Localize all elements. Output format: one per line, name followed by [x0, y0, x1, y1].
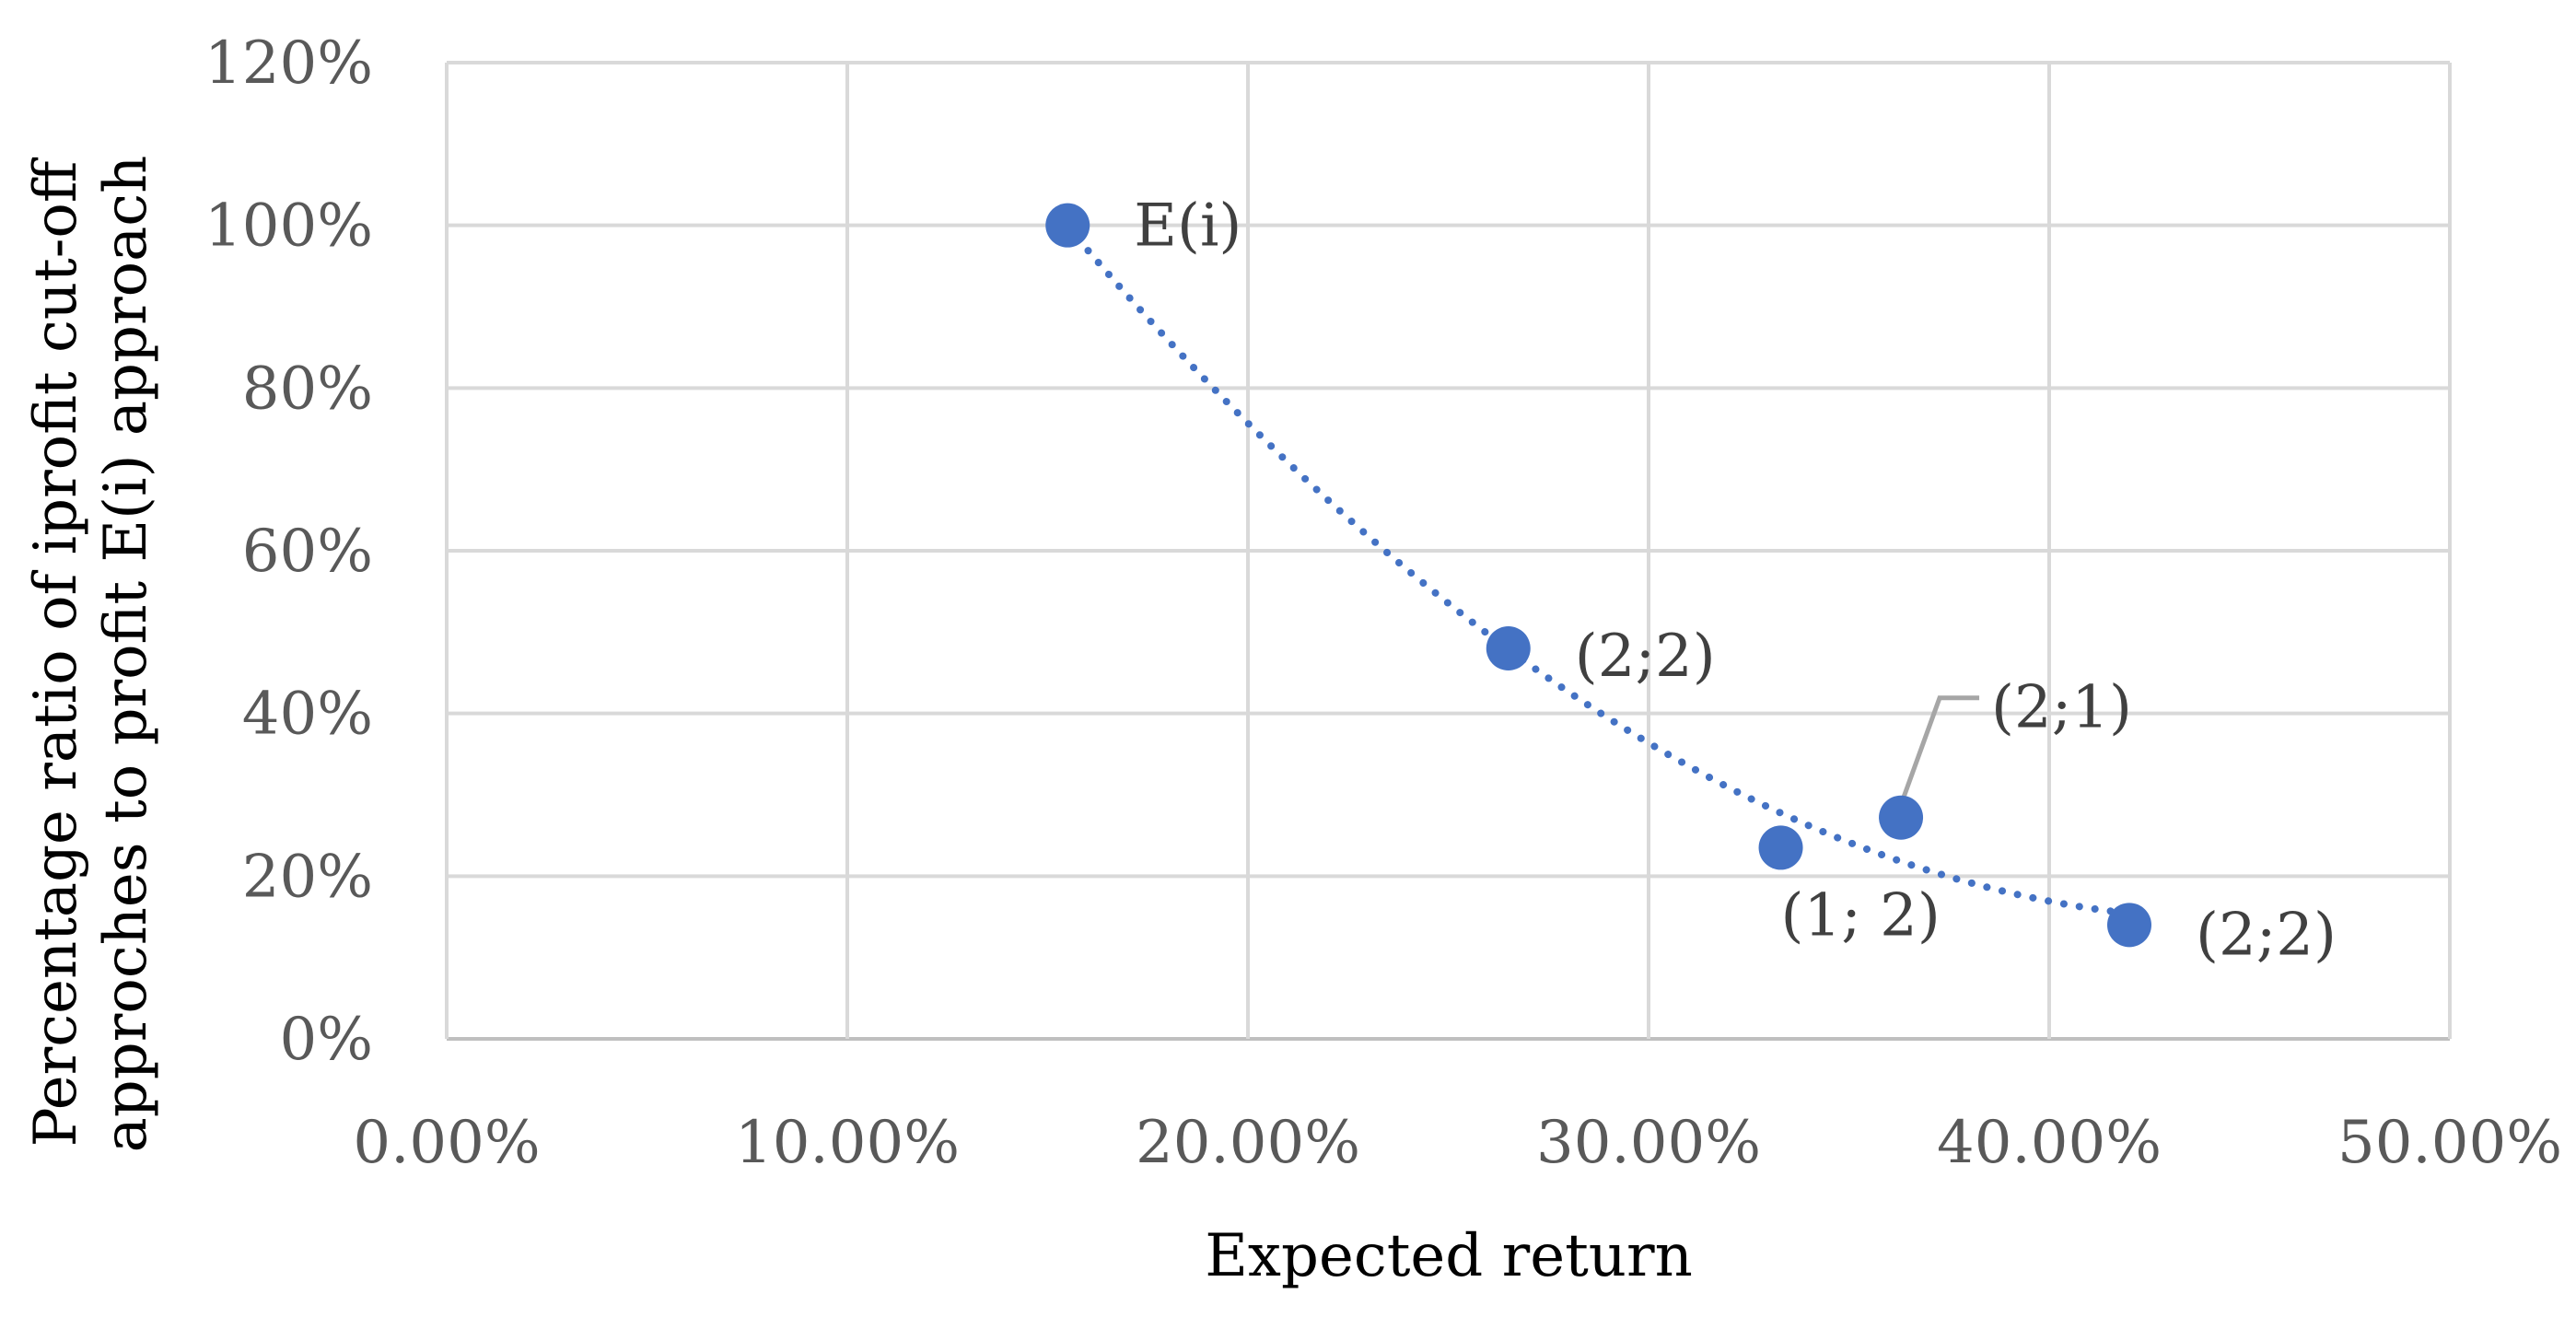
data-point — [1879, 795, 1924, 840]
data-point — [2107, 903, 2151, 948]
y-tick-label: 80% — [242, 355, 373, 423]
point-label: (2;1) — [1991, 674, 2132, 742]
data-point — [1045, 203, 1090, 248]
x-axis-title: Expected return — [1205, 1222, 1693, 1290]
x-tick-label: 50.00% — [2337, 1109, 2562, 1177]
data-point — [1486, 626, 1531, 670]
data-points — [1045, 203, 2151, 948]
y-tick-labels: 0% 20% 40% 60% 80% 100% 120% — [204, 29, 373, 1074]
point-label: (2;2) — [1575, 623, 1716, 691]
y-tick-label: 60% — [242, 518, 373, 586]
trendline — [1064, 223, 2133, 917]
point-label: (2;2) — [2196, 901, 2337, 969]
x-tick-label: 40.00% — [1937, 1109, 2162, 1177]
point-label: (1; 2) — [1781, 881, 1941, 950]
y-axis-title: Percentage ratio of iprofit cut-off appr… — [22, 156, 160, 1153]
y-axis-title-line-2: approches to profit E(i) approach — [92, 156, 160, 1153]
data-point — [1758, 825, 1803, 870]
y-tick-label: 0% — [279, 1006, 373, 1074]
x-tick-label: 10.00% — [735, 1109, 960, 1177]
point-label: E(i) — [1134, 192, 1241, 261]
x-tick-label: 20.00% — [1136, 1109, 1360, 1177]
grid-lines — [445, 61, 2452, 1041]
trendline-layer — [1064, 223, 2133, 917]
label-leader-line — [1898, 695, 1980, 806]
y-tick-label: 120% — [204, 29, 373, 98]
leader-lines — [1898, 695, 1980, 806]
x-tick-labels: 0.00% 10.00% 20.00% 30.00% 40.00% 50.00% — [353, 1109, 2562, 1177]
x-tick-label: 30.00% — [1536, 1109, 1761, 1177]
y-tick-label: 40% — [242, 681, 373, 749]
point-labels: E(i) (2;2) (1; 2) (2;1) (2;2) — [1134, 192, 2337, 970]
y-tick-label: 100% — [204, 192, 373, 261]
x-tick-label: 0.00% — [353, 1109, 540, 1177]
y-tick-label: 20% — [242, 843, 373, 911]
y-axis-title-line-1: Percentage ratio of iprofit cut-off — [22, 157, 90, 1147]
